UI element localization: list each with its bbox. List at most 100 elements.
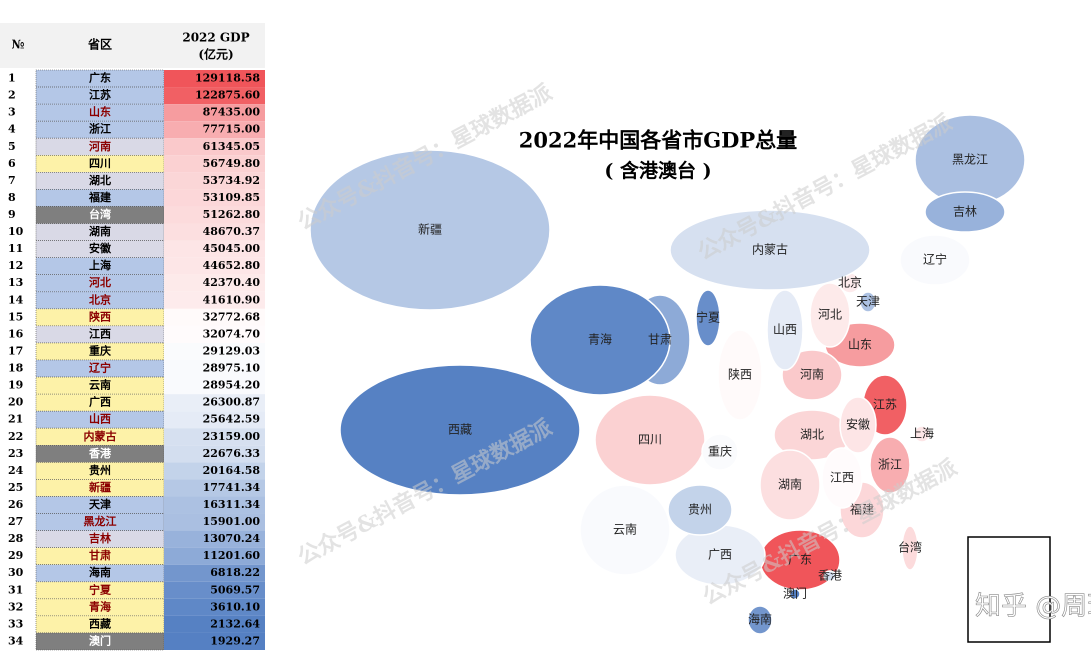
gdp: 2132.64 xyxy=(210,617,260,630)
province-area xyxy=(781,349,843,401)
gdp-cell xyxy=(164,87,265,105)
province-label: 贵州 xyxy=(688,503,712,517)
gdp-cell xyxy=(164,479,265,497)
rank: 18 xyxy=(8,362,24,375)
gdp: 51262.80 xyxy=(203,208,261,221)
gdp-cell xyxy=(164,308,265,326)
gdp-cell xyxy=(164,377,265,395)
rank: 9 xyxy=(8,208,16,221)
province: 辽宁 xyxy=(89,361,111,375)
province: 青海 xyxy=(89,599,111,613)
gdp-cell xyxy=(164,138,265,156)
province-area xyxy=(701,433,739,471)
rank: 23 xyxy=(8,447,23,460)
province: 广西 xyxy=(89,395,111,409)
province-area xyxy=(859,291,877,313)
gdp-cell xyxy=(164,70,265,88)
rank: 17 xyxy=(8,344,23,357)
header-bg xyxy=(0,23,265,68)
gdp-cell xyxy=(164,155,265,173)
gdp-cell xyxy=(164,615,265,633)
gdp-cell xyxy=(164,257,265,275)
province-label: 福建 xyxy=(850,502,874,517)
province: 湖南 xyxy=(89,224,111,238)
province: 山西 xyxy=(89,412,111,426)
rank: 6 xyxy=(8,157,16,170)
province-area xyxy=(821,447,863,509)
gdp-cell xyxy=(164,291,265,309)
province-label: 吉林 xyxy=(953,205,977,219)
province-label: 辽宁 xyxy=(923,252,947,267)
province-label: 河南 xyxy=(800,367,824,382)
rank: 14 xyxy=(8,293,24,306)
gdp: 44652.80 xyxy=(203,259,261,272)
province: 北京 xyxy=(89,292,111,306)
rank: 15 xyxy=(8,310,23,323)
province: 安徽 xyxy=(89,241,112,255)
province-label: 澳门 xyxy=(783,586,807,601)
rank: 20 xyxy=(8,396,24,409)
province: 内蒙古 xyxy=(84,429,117,443)
province-area xyxy=(339,364,581,496)
province-area xyxy=(747,605,773,635)
province-label: 新疆 xyxy=(418,222,442,237)
province-area xyxy=(913,425,931,443)
province-label: 云南 xyxy=(613,522,637,537)
gdp-cell xyxy=(164,240,265,258)
gdp: 77715.00 xyxy=(203,123,261,136)
gdp-cell xyxy=(164,496,265,514)
province-label: 陕西 xyxy=(728,367,752,382)
province-label: 青海 xyxy=(588,332,612,347)
province: 甘肃 xyxy=(89,548,111,562)
province-area xyxy=(594,394,706,486)
province-area xyxy=(529,284,671,396)
rank: 24 xyxy=(8,464,24,477)
province: 云南 xyxy=(89,378,111,392)
rank: 7 xyxy=(8,174,16,187)
gdp-cell xyxy=(164,530,265,548)
gdp-cell xyxy=(164,632,265,650)
province-label: 宁夏 xyxy=(696,310,720,325)
gdp-cell xyxy=(164,223,265,241)
rank: 12 xyxy=(8,259,23,272)
province: 黑龙江 xyxy=(84,514,117,528)
gdp-cell xyxy=(164,172,265,190)
province: 四川 xyxy=(89,157,111,170)
gdp-cell xyxy=(164,598,265,616)
province-area xyxy=(899,234,971,286)
province-area xyxy=(717,329,763,421)
gdp-cell xyxy=(164,581,265,599)
header: № xyxy=(11,38,24,52)
province-label: 海南 xyxy=(748,612,772,627)
gdp: 32074.70 xyxy=(203,327,261,340)
province: 台湾 xyxy=(89,207,111,221)
province-label: 四川 xyxy=(638,433,662,447)
province-label: 重庆 xyxy=(708,445,732,459)
gdp: 1929.27 xyxy=(210,634,260,647)
gdp: 17741.34 xyxy=(203,481,261,494)
map-title: 2022年中国各省市GDP总量 xyxy=(519,128,797,153)
province: 海南 xyxy=(89,565,111,579)
province-label: 湖北 xyxy=(800,427,824,442)
province-label: 浙江 xyxy=(878,458,902,472)
rank: 21 xyxy=(8,413,23,426)
rank: 8 xyxy=(8,191,16,204)
province: 香港 xyxy=(88,446,112,460)
province-area xyxy=(667,484,733,536)
province-label: 河北 xyxy=(818,308,842,322)
province-label: 甘肃 xyxy=(648,333,672,347)
province-label: 山西 xyxy=(773,323,797,337)
gdp-cell xyxy=(164,325,265,343)
province-area xyxy=(789,588,801,600)
south-sea-inset xyxy=(967,536,1051,643)
province-label: 安徽 xyxy=(846,417,870,432)
gdp: 61345.05 xyxy=(203,140,260,153)
gdp-cell xyxy=(164,189,265,207)
province-area xyxy=(924,191,1006,233)
gdp: 28954.20 xyxy=(203,379,261,392)
gdp-cell xyxy=(164,206,265,224)
gdp-cell xyxy=(164,445,265,463)
province-area xyxy=(823,570,837,582)
gdp: 42370.40 xyxy=(203,276,261,289)
rank: 2 xyxy=(8,89,16,102)
